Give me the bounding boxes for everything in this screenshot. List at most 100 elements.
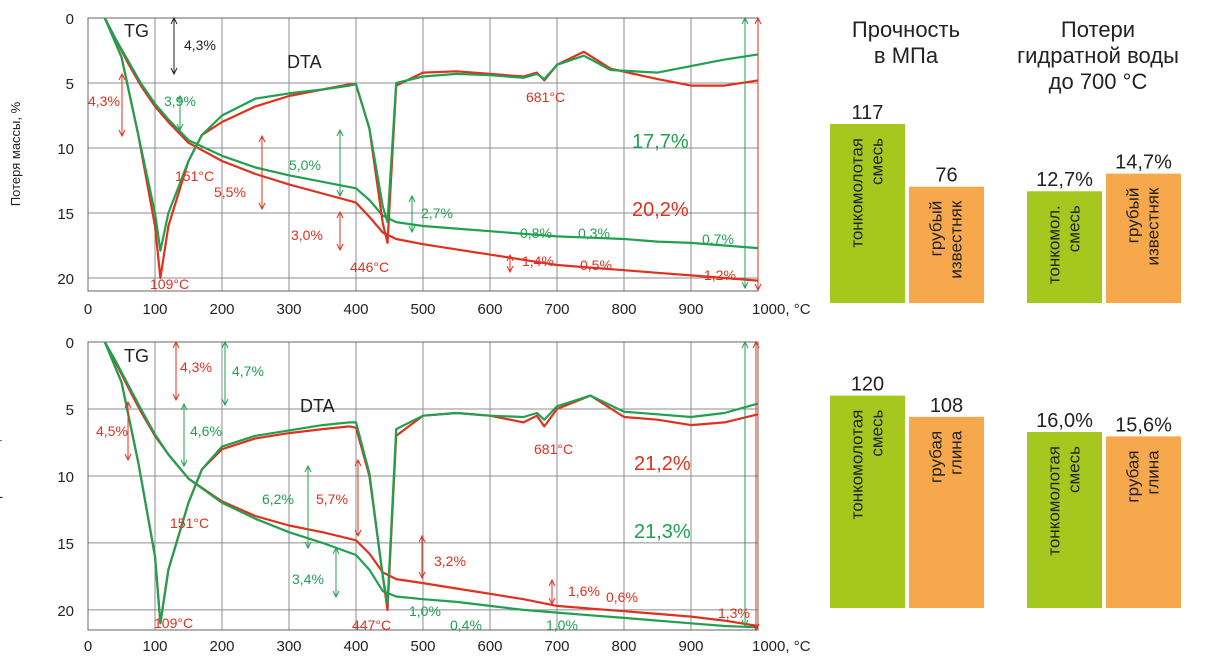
x-tick-label: 200 (209, 638, 234, 655)
x-tick-label: 600 (477, 638, 502, 655)
arrow-head (180, 459, 188, 468)
x-tick-label: 400 (343, 638, 368, 655)
y-tick-label: 5 (66, 402, 74, 419)
x-tick-label: 800 (611, 638, 636, 655)
arrow-head (332, 590, 340, 599)
plot-annotation: DTA (300, 396, 335, 416)
y-axis-label: Потеря массы, % (8, 101, 23, 206)
bar-value-label: 120 (851, 374, 884, 396)
arrow-head (221, 340, 229, 349)
y-tick-label: 20 (57, 271, 74, 288)
bar-value-label: 108 (930, 395, 963, 417)
bar-category-label-line: грубая (1124, 450, 1143, 502)
x-tick-label: 1000, °C (752, 301, 811, 318)
arrow-head (741, 340, 749, 349)
plot-annotation: 446°C (350, 259, 389, 275)
arrow-head (304, 464, 312, 473)
plot-annotation: 681°C (534, 441, 573, 457)
bar-category-label-line: смесь (1065, 446, 1084, 493)
x-tick-label: 1000, °C (752, 638, 811, 655)
arrow-head (548, 597, 556, 606)
bar-category-label: грубыйизвестняк (1124, 187, 1163, 265)
y-tick-label: 10 (57, 141, 74, 158)
bar (830, 395, 905, 608)
arrow-head (258, 134, 266, 143)
plot-annotation: 6,2% (262, 491, 294, 507)
arrow-head (332, 546, 340, 555)
bar (1106, 173, 1181, 303)
strength-header-line-1: Прочность (852, 17, 960, 42)
bar-category-label-line: тонкомолотая (848, 410, 867, 520)
x-tick-label: 600 (477, 301, 502, 318)
y-tick-label: 15 (57, 206, 74, 223)
bar-chart-3: 120 тонкомолотаясмесь 108 грубаяглина (830, 374, 984, 608)
plot-annotation: 109°C (150, 276, 189, 292)
arrow-head (408, 194, 416, 203)
series-line-3 (103, 341, 759, 625)
y-axis-label: Потеря массы, % (0, 423, 3, 528)
plot-annotation: TG (124, 346, 149, 366)
water-loss-header-line-1: Потери (1061, 17, 1135, 42)
bar-category-label-line: тонкомол. (1045, 205, 1064, 284)
plot-annotation: 447°C (352, 617, 391, 633)
bar-category-label-line: глина (947, 430, 966, 475)
arrow-head (304, 541, 312, 550)
x-tick-label: 100 (142, 301, 167, 318)
strength-header-line-2: в МПа (874, 43, 939, 68)
bar-category-label: тонкомолотаясмесь (848, 409, 887, 519)
arrow-head (336, 128, 344, 137)
plot-annotation: 0,4% (450, 617, 482, 633)
x-tick-label: 900 (678, 638, 703, 655)
y-tick-label: 20 (57, 603, 74, 620)
plot-annotation: 1,3% (718, 605, 750, 621)
plot-annotation: 1,2% (704, 267, 736, 283)
plot-annotation: 151°C (170, 515, 209, 531)
plot-annotation: 3,2% (434, 553, 466, 569)
arrow-head (548, 578, 556, 587)
arrow-head (741, 281, 749, 290)
plot-annotation: 17,7% (632, 131, 689, 153)
arrow-head (176, 123, 184, 132)
x-tick-label: 200 (209, 301, 234, 318)
arrow-head (418, 534, 426, 543)
bar-category-label: грубаяглина (1124, 450, 1163, 503)
y-tick-label: 15 (57, 536, 74, 553)
x-tick-label: 800 (611, 301, 636, 318)
plot-annotation: 1,4% (522, 253, 554, 269)
bar-category-label-line: смесь (1065, 205, 1084, 252)
bar-category-label-line: тонкомолотая (1045, 446, 1064, 556)
series-line-2 (103, 341, 759, 629)
plot-annotation: 4,3% (88, 93, 120, 109)
plot-annotation: 0,7% (702, 231, 734, 247)
plot-annotation: 0,8% (520, 225, 552, 241)
plot-annotation: 0,3% (578, 225, 610, 241)
strength-header: Прочность в МПа (852, 17, 960, 68)
arrow-head (752, 623, 760, 632)
bar-category-label-line: известняк (1144, 187, 1163, 265)
x-tick-label: 0 (84, 638, 92, 655)
plot-annotation: 2,7% (421, 205, 453, 221)
x-tick-label: 900 (678, 301, 703, 318)
bar-category-label-line: тонкомолотая (848, 138, 867, 248)
tga-dta-plot-2: 0 100 200 300 400 500 600 700 800 900 1000, °C 0 5 10… (0, 335, 811, 655)
bar-category-label-line: грубый (1124, 188, 1143, 244)
water-loss-header-line-2: гидратной воды (1017, 43, 1179, 68)
plot-annotation: 5,7% (316, 491, 348, 507)
plot-annotation: 3,0% (291, 227, 323, 243)
arrow-head (258, 202, 266, 211)
bar-category-label-line: смесь (868, 409, 887, 456)
plot-annotation: 4,6% (190, 423, 222, 439)
bar-chart-2: 12,7% тонкомол.смесь 14,7% грубыйизвестняк (1027, 152, 1181, 303)
series-line-1 (103, 17, 759, 282)
arrow-head (741, 16, 749, 25)
bar (830, 123, 905, 304)
arrow-head (754, 16, 762, 25)
tga-dta-plot-1: 0 100 200 300 400 500 600 700 800 900 1000, °C 0 5 10… (8, 11, 811, 318)
bar-category-label: тонкомолотаясмесь (848, 138, 887, 248)
arrow-head (221, 398, 229, 407)
arrow-head (336, 210, 344, 219)
arrow-head (506, 265, 514, 274)
x-tick-label: 700 (544, 638, 569, 655)
arrow-head (741, 619, 749, 628)
plot-annotation: 1,0% (546, 617, 578, 633)
